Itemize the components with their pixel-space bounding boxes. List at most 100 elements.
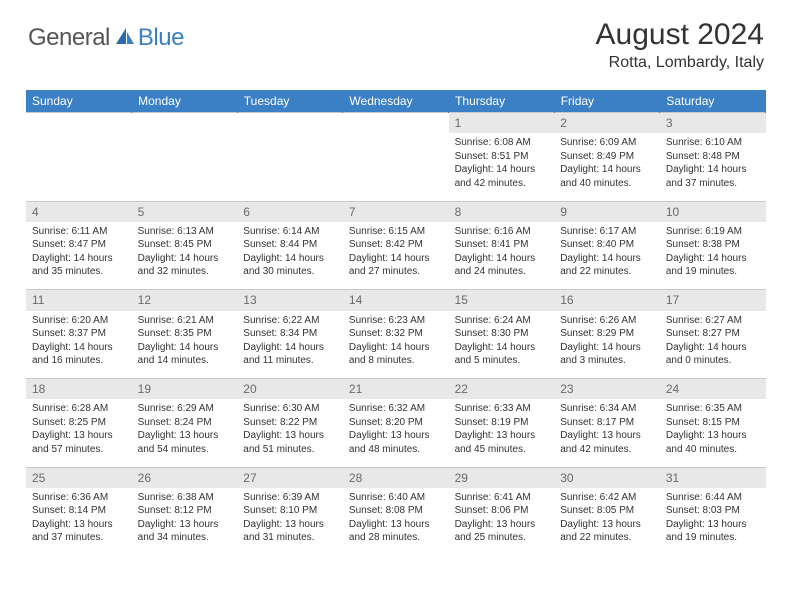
sunrise-text: Sunrise: 6:11 AM bbox=[32, 225, 126, 239]
daylight-text: Daylight: 14 hours and 27 minutes. bbox=[349, 252, 443, 279]
daylight-text: Daylight: 14 hours and 22 minutes. bbox=[560, 252, 654, 279]
sunrise-text: Sunrise: 6:16 AM bbox=[455, 225, 549, 239]
daynum-row: 45678910 bbox=[26, 201, 766, 222]
sunset-text: Sunset: 8:29 PM bbox=[560, 327, 654, 341]
daylight-text: Daylight: 14 hours and 5 minutes. bbox=[455, 341, 549, 368]
daylight-text: Daylight: 14 hours and 19 minutes. bbox=[666, 252, 760, 279]
daylight-text: Daylight: 14 hours and 40 minutes. bbox=[560, 163, 654, 190]
day-cell: Sunrise: 6:44 AMSunset: 8:03 PMDaylight:… bbox=[660, 488, 766, 556]
sunrise-text: Sunrise: 6:20 AM bbox=[32, 314, 126, 328]
weekday-header-row: Sunday Monday Tuesday Wednesday Thursday… bbox=[26, 90, 766, 113]
sunrise-text: Sunrise: 6:35 AM bbox=[666, 402, 760, 416]
sunset-text: Sunset: 8:25 PM bbox=[32, 416, 126, 430]
sunset-text: Sunset: 8:19 PM bbox=[455, 416, 549, 430]
sunrise-text: Sunrise: 6:22 AM bbox=[243, 314, 337, 328]
sunset-text: Sunset: 8:34 PM bbox=[243, 327, 337, 341]
day-number: 18 bbox=[26, 379, 132, 400]
content-row: Sunrise: 6:11 AMSunset: 8:47 PMDaylight:… bbox=[26, 222, 766, 290]
day-number: 22 bbox=[449, 379, 555, 400]
daynum-row: 18192021222324 bbox=[26, 379, 766, 400]
daylight-text: Daylight: 14 hours and 3 minutes. bbox=[560, 341, 654, 368]
daylight-text: Daylight: 14 hours and 42 minutes. bbox=[455, 163, 549, 190]
sunrise-text: Sunrise: 6:27 AM bbox=[666, 314, 760, 328]
daylight-text: Daylight: 13 hours and 51 minutes. bbox=[243, 429, 337, 456]
daylight-text: Daylight: 13 hours and 37 minutes. bbox=[32, 518, 126, 545]
sunset-text: Sunset: 8:44 PM bbox=[243, 238, 337, 252]
sunset-text: Sunset: 8:32 PM bbox=[349, 327, 443, 341]
day-number: 15 bbox=[449, 290, 555, 311]
daylight-text: Daylight: 14 hours and 11 minutes. bbox=[243, 341, 337, 368]
day-number: 24 bbox=[660, 379, 766, 400]
logo: General Blue bbox=[28, 18, 184, 52]
sunrise-text: Sunrise: 6:19 AM bbox=[666, 225, 760, 239]
daylight-text: Daylight: 13 hours and 19 minutes. bbox=[666, 518, 760, 545]
weekday-header: Monday bbox=[132, 90, 238, 113]
day-number: 12 bbox=[132, 290, 238, 311]
day-number: 5 bbox=[132, 201, 238, 222]
sunrise-text: Sunrise: 6:36 AM bbox=[32, 491, 126, 505]
day-cell: Sunrise: 6:09 AMSunset: 8:49 PMDaylight:… bbox=[554, 133, 660, 201]
day-cell: Sunrise: 6:32 AMSunset: 8:20 PMDaylight:… bbox=[343, 399, 449, 467]
day-cell: Sunrise: 6:29 AMSunset: 8:24 PMDaylight:… bbox=[132, 399, 238, 467]
title-block: August 2024 Rotta, Lombardy, Italy bbox=[596, 18, 764, 72]
sunset-text: Sunset: 8:38 PM bbox=[666, 238, 760, 252]
day-number bbox=[132, 113, 238, 134]
content-row: Sunrise: 6:20 AMSunset: 8:37 PM Daylight:… bbox=[26, 311, 766, 379]
day-number bbox=[237, 113, 343, 134]
sunset-text: Sunset: 8:05 PM bbox=[560, 504, 654, 518]
sunrise-text: Sunrise: 6:14 AM bbox=[243, 225, 337, 239]
sunrise-text: Sunrise: 6:40 AM bbox=[349, 491, 443, 505]
sunrise-text: Sunrise: 6:41 AM bbox=[455, 491, 549, 505]
daylight-text: Daylight: 14 hours and 0 minutes. bbox=[666, 341, 760, 368]
sunrise-text: Sunrise: 6:26 AM bbox=[560, 314, 654, 328]
daylight-text: Daylight: 14 hours and 8 minutes. bbox=[349, 341, 443, 368]
sunrise-text: Sunrise: 6:30 AM bbox=[243, 402, 337, 416]
sunset-text: Sunset: 8:45 PM bbox=[138, 238, 232, 252]
sunset-text: Sunset: 8:37 PM bbox=[32, 327, 126, 341]
sunset-text: Sunset: 8:03 PM bbox=[666, 504, 760, 518]
day-number: 4 bbox=[26, 201, 132, 222]
sunset-text: Sunset: 8:49 PM bbox=[560, 150, 654, 164]
day-cell: Sunrise: 6:36 AMSunset: 8:14 PMDaylight:… bbox=[26, 488, 132, 556]
weekday-header: Tuesday bbox=[237, 90, 343, 113]
day-cell: Sunrise: 6:33 AMSunset: 8:19 PMDaylight:… bbox=[449, 399, 555, 467]
sunrise-text: Sunrise: 6:17 AM bbox=[560, 225, 654, 239]
day-cell: Sunrise: 6:23 AMSunset: 8:32 PMDaylight:… bbox=[343, 311, 449, 379]
sunset-text: Sunset: 8:15 PM bbox=[666, 416, 760, 430]
day-number: 28 bbox=[343, 467, 449, 488]
daylight-text: Daylight: 14 hours and 32 minutes. bbox=[138, 252, 232, 279]
day-number: 13 bbox=[237, 290, 343, 311]
day-cell: Sunrise: 6:38 AMSunset: 8:12 PMDaylight:… bbox=[132, 488, 238, 556]
day-number: 8 bbox=[449, 201, 555, 222]
sunrise-text: Sunrise: 6:09 AM bbox=[560, 136, 654, 150]
sunset-text: Sunset: 8:42 PM bbox=[349, 238, 443, 252]
day-cell: Sunrise: 6:42 AMSunset: 8:05 PMDaylight:… bbox=[554, 488, 660, 556]
daylight-text: Daylight: 14 hours and 37 minutes. bbox=[666, 163, 760, 190]
sunrise-text: Sunrise: 6:24 AM bbox=[455, 314, 549, 328]
day-cell: Sunrise: 6:11 AMSunset: 8:47 PMDaylight:… bbox=[26, 222, 132, 290]
weekday-header: Sunday bbox=[26, 90, 132, 113]
day-cell: Sunrise: 6:35 AMSunset: 8:15 PMDaylight:… bbox=[660, 399, 766, 467]
day-number: 30 bbox=[554, 467, 660, 488]
day-cell: Sunrise: 6:41 AMSunset: 8:06 PMDaylight:… bbox=[449, 488, 555, 556]
day-number: 1 bbox=[449, 113, 555, 134]
day-number: 31 bbox=[660, 467, 766, 488]
day-cell: Sunrise: 6:22 AMSunset: 8:34 PMDaylight:… bbox=[237, 311, 343, 379]
sunset-text: Sunset: 8:08 PM bbox=[349, 504, 443, 518]
day-cell: Sunrise: 6:34 AMSunset: 8:17 PMDaylight:… bbox=[554, 399, 660, 467]
day-number: 11 bbox=[26, 290, 132, 311]
day-number: 23 bbox=[554, 379, 660, 400]
day-cell: Sunrise: 6:30 AMSunset: 8:22 PMDaylight:… bbox=[237, 399, 343, 467]
day-cell: Sunrise: 6:19 AMSunset: 8:38 PMDaylight:… bbox=[660, 222, 766, 290]
daylight-text: Daylight: 14 hours and 30 minutes. bbox=[243, 252, 337, 279]
sunrise-text: Sunrise: 6:32 AM bbox=[349, 402, 443, 416]
day-number: 14 bbox=[343, 290, 449, 311]
month-title: August 2024 bbox=[596, 18, 764, 52]
day-cell: Sunrise: 6:26 AMSunset: 8:29 PMDaylight:… bbox=[554, 311, 660, 379]
weekday-header: Thursday bbox=[449, 90, 555, 113]
location: Rotta, Lombardy, Italy bbox=[596, 54, 764, 72]
day-cell: Sunrise: 6:20 AMSunset: 8:37 PMDaylight:… bbox=[26, 311, 132, 379]
sunset-text: Sunset: 8:14 PM bbox=[32, 504, 126, 518]
daylight-text: Daylight: 13 hours and 42 minutes. bbox=[560, 429, 654, 456]
sunset-text: Sunset: 8:51 PM bbox=[455, 150, 549, 164]
